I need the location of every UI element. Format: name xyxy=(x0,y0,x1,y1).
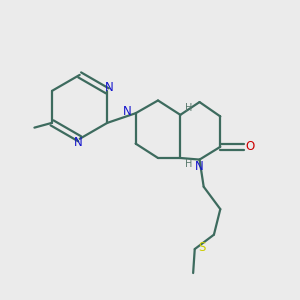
Text: H: H xyxy=(185,159,192,170)
Text: N: N xyxy=(123,105,132,118)
Text: N: N xyxy=(105,80,113,94)
Text: N: N xyxy=(195,160,204,173)
Text: N: N xyxy=(74,136,82,149)
Text: O: O xyxy=(245,140,255,153)
Text: H: H xyxy=(185,103,192,113)
Text: S: S xyxy=(198,241,206,254)
